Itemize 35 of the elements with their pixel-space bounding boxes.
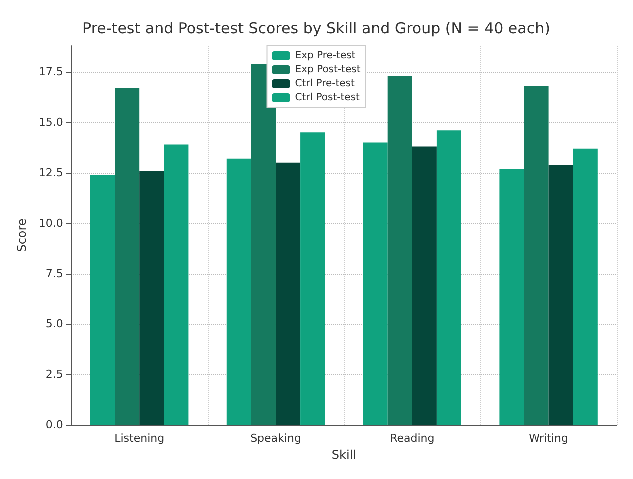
- x-tick-label: Reading: [390, 432, 435, 445]
- bar: [251, 64, 276, 425]
- y-tick-label: 17.5: [38, 66, 64, 79]
- x-tick-label: Speaking: [250, 432, 302, 445]
- bar: [500, 168, 524, 425]
- y-tick-label: 10.0: [38, 216, 64, 230]
- bar: [388, 76, 412, 425]
- x-tick-label: Listening: [114, 432, 165, 445]
- chart-title: Pre-test and Post-test Scores by Skill and Group (N = 40 each): [82, 20, 550, 38]
- bar: [436, 130, 462, 425]
- bar: [140, 170, 164, 425]
- y-tick-label: 2.5: [46, 368, 64, 382]
- y-tick-label: 15.0: [38, 116, 64, 130]
- bar: [115, 88, 140, 425]
- bar: [276, 162, 301, 425]
- legend-label: Ctrl Post-test: [295, 92, 360, 104]
- bar: [412, 146, 437, 425]
- y-tick-label: 0.0: [46, 418, 64, 432]
- x-tick-label: Writing: [529, 432, 568, 445]
- bar: [573, 148, 598, 425]
- bar: [226, 158, 252, 425]
- y-tick-label: 5.0: [46, 318, 64, 331]
- bar: [548, 164, 574, 425]
- x-axis-title: Skill: [332, 448, 356, 462]
- y-tick-label: 12.5: [38, 166, 64, 180]
- legend-label: Exp Post-test: [295, 64, 361, 76]
- bar: [363, 142, 388, 425]
- bar: [164, 144, 189, 425]
- y-tick-label: 7.5: [46, 267, 64, 280]
- y-axis-title: Score: [15, 218, 29, 252]
- bar: [90, 175, 116, 425]
- bar: [524, 86, 549, 425]
- bar: [300, 132, 326, 425]
- legend-label: Ctrl Pre-test: [295, 78, 356, 90]
- legend-label: Exp Pre-test: [295, 50, 356, 62]
